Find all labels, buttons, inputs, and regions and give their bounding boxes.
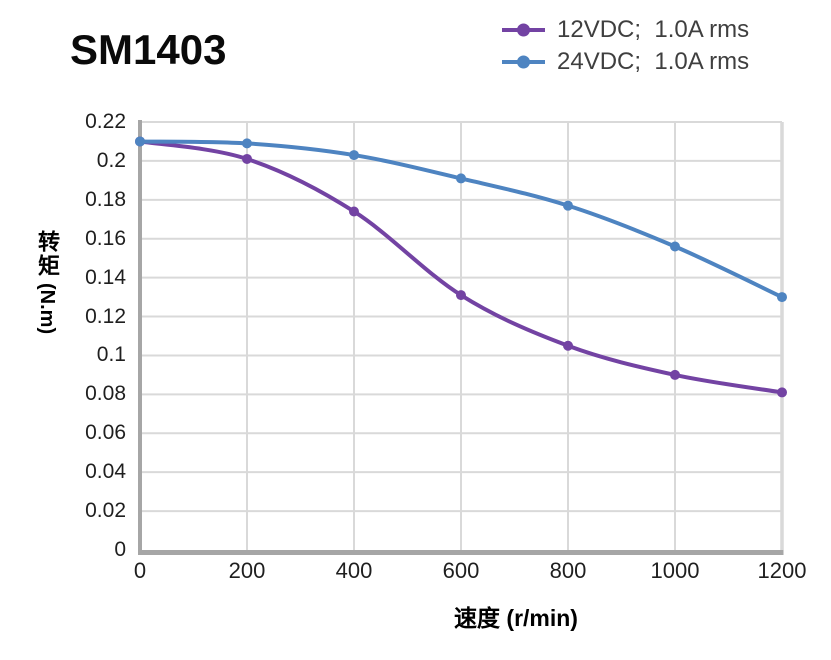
series-12vdc bbox=[135, 136, 787, 398]
data-point-marker bbox=[670, 369, 680, 380]
legend-label-12vdc: 12VDC; 1.0A rms bbox=[557, 16, 750, 43]
y-tick-label: 0.02 bbox=[85, 499, 126, 523]
x-tick-label: 1200 bbox=[757, 558, 807, 583]
data-point-marker bbox=[777, 292, 787, 303]
y-tick-label: 0.08 bbox=[85, 382, 126, 406]
y-tick-label: 0.14 bbox=[85, 265, 126, 289]
y-tick-label: 0.06 bbox=[85, 421, 126, 445]
data-point-marker bbox=[456, 173, 466, 184]
gridlines bbox=[140, 121, 784, 550]
data-point-marker bbox=[563, 340, 573, 351]
y-tick-label: 0.12 bbox=[85, 304, 126, 328]
chart-title: SM1403 bbox=[70, 26, 227, 73]
x-axis-title: 速度 (r/min) bbox=[454, 605, 578, 631]
data-point-marker bbox=[242, 153, 252, 164]
x-tick-label: 800 bbox=[549, 558, 587, 583]
data-point-marker bbox=[670, 241, 680, 252]
x-tick-label: 1000 bbox=[650, 558, 700, 583]
data-point-marker bbox=[242, 138, 252, 149]
legend-line-dot-icon bbox=[502, 23, 545, 37]
plot-area bbox=[135, 120, 787, 555]
axis-lines bbox=[138, 120, 784, 555]
data-point-marker bbox=[777, 387, 787, 398]
data-point-marker bbox=[349, 206, 359, 217]
y-tick-label: 0.2 bbox=[96, 148, 126, 172]
x-tick-label: 200 bbox=[228, 558, 266, 583]
data-point-marker bbox=[456, 290, 466, 301]
y-tick-label: 0.18 bbox=[85, 187, 126, 211]
y-tick-label: 0.04 bbox=[85, 460, 126, 484]
legend-item-12vdc: 12VDC; 1.0A rms bbox=[500, 14, 749, 46]
y-tick-label: 0.1 bbox=[96, 343, 126, 367]
y-tick-label: 0.16 bbox=[85, 226, 126, 250]
y-axis-title-text: 转矩 bbox=[35, 230, 60, 278]
x-tick-label: 400 bbox=[335, 558, 373, 583]
series-24vdc bbox=[135, 136, 787, 303]
y-tick-label: 0 bbox=[114, 538, 126, 561]
y-axis-title-unit: (N.m) bbox=[36, 283, 58, 335]
y-axis-title: 转矩 (N.m) bbox=[31, 230, 63, 334]
data-point-marker bbox=[563, 200, 573, 211]
legend-line-dot-icon bbox=[502, 55, 545, 69]
data-point-marker bbox=[349, 150, 359, 161]
legend: 12VDC; 1.0A rms 24VDC; 1.0A rms bbox=[500, 14, 749, 78]
legend-item-24vdc: 24VDC; 1.0A rms bbox=[500, 46, 749, 78]
y-tick-label: 0.22 bbox=[85, 110, 126, 133]
legend-label-24vdc: 24VDC; 1.0A rms bbox=[557, 48, 750, 75]
data-point-marker bbox=[135, 136, 145, 147]
x-tick-label: 0 bbox=[133, 558, 147, 583]
x-tick-label: 600 bbox=[442, 558, 480, 583]
